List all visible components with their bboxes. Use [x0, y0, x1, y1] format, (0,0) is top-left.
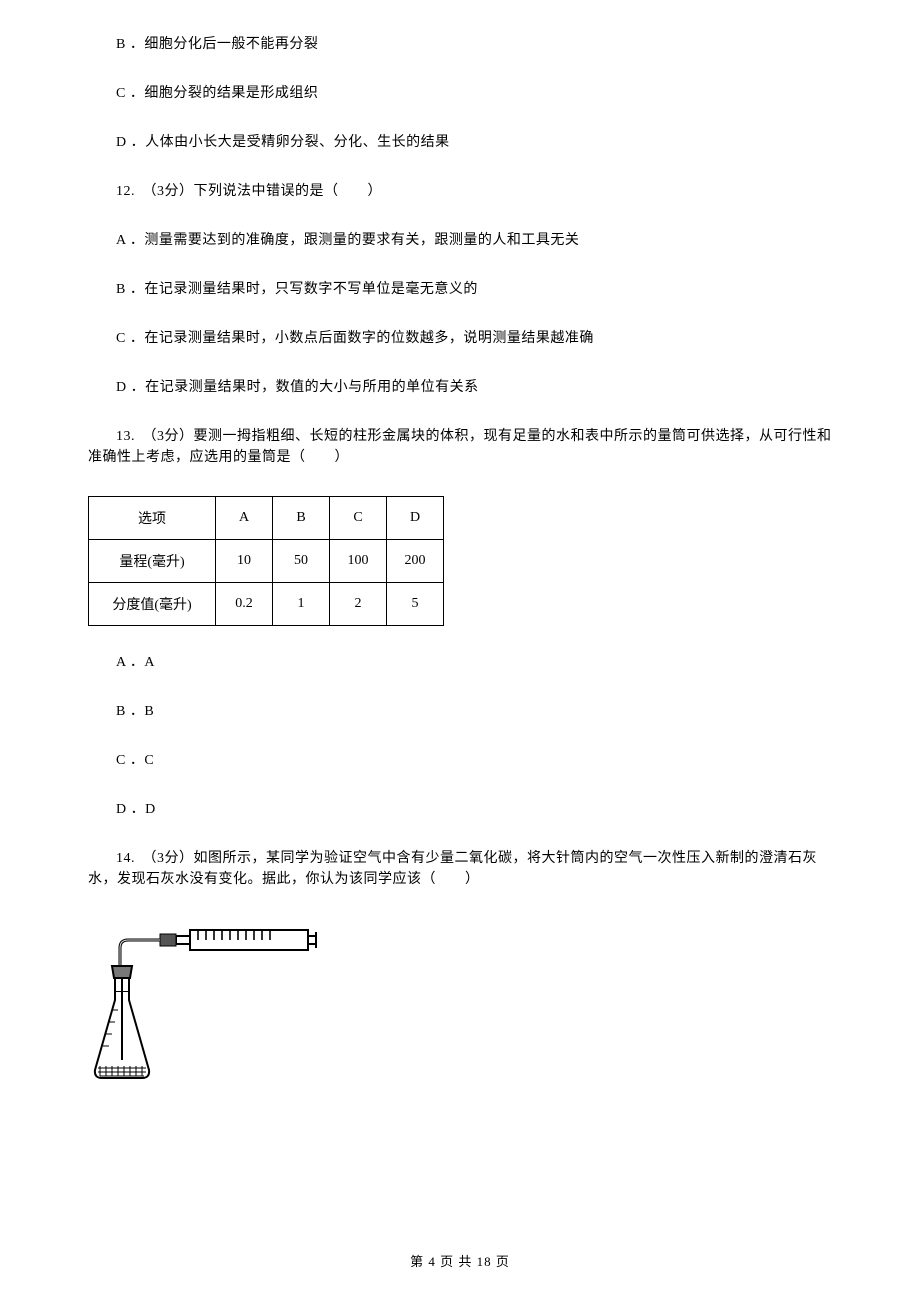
table-header-cell: A [216, 497, 273, 540]
table-header-cell: D [387, 497, 444, 540]
table-cell: 1 [273, 583, 330, 626]
q13-stem: 13. （3分）要测一拇指粗细、长短的柱形金属块的体积，现有足量的水和表中所示的… [88, 426, 832, 468]
document-page: B ．细胞分化后一般不能再分裂 C ．细胞分裂的结果是形成组织 D ．人体由小长… [0, 0, 920, 1302]
q12-option-b: B ．在记录测量结果时，只写数字不写单位是毫无意义的 [88, 279, 832, 300]
table-cell: 0.2 [216, 583, 273, 626]
q11-option-b: B ．细胞分化后一般不能再分裂 [88, 34, 832, 55]
q13-option-d: D ．D [88, 799, 832, 820]
q13-option-c: C ．C [88, 750, 832, 771]
table-header-row: 选项 A B C D [89, 497, 444, 540]
q13-option-b: B ．B [88, 701, 832, 722]
q14-stem: 14. （3分）如图所示，某同学为验证空气中含有少量二氧化碳，将大针筒内的空气一… [88, 848, 832, 890]
table-header-cell: B [273, 497, 330, 540]
table-cell: 50 [273, 540, 330, 583]
syringe-flask-diagram-icon [92, 918, 320, 1088]
page-footer: 第 4 页 共 18 页 [0, 1251, 920, 1270]
table-cell: 10 [216, 540, 273, 583]
table-row: 量程(毫升) 10 50 100 200 [89, 540, 444, 583]
q13-table: 选项 A B C D 量程(毫升) 10 50 100 200 分度值(毫升) … [88, 496, 444, 626]
table-header-cell: 选项 [89, 497, 216, 540]
table-cell: 200 [387, 540, 444, 583]
q12-option-d: D ．在记录测量结果时，数值的大小与所用的单位有关系 [88, 377, 832, 398]
q11-option-d: D ．人体由小长大是受精卵分裂、分化、生长的结果 [88, 132, 832, 153]
table-cell: 5 [387, 583, 444, 626]
q14-figure [92, 918, 832, 1093]
q12-option-a: A ．测量需要达到的准确度，跟测量的要求有关，跟测量的人和工具无关 [88, 230, 832, 251]
q13-option-a: A ．A [88, 652, 832, 673]
table-cell-label: 分度值(毫升) [89, 583, 216, 626]
q11-option-c: C ．细胞分裂的结果是形成组织 [88, 83, 832, 104]
q12-option-c: C ．在记录测量结果时，小数点后面数字的位数越多，说明测量结果越准确 [88, 328, 832, 349]
table-row: 分度值(毫升) 0.2 1 2 5 [89, 583, 444, 626]
table-cell: 100 [330, 540, 387, 583]
table-header-cell: C [330, 497, 387, 540]
table-cell-label: 量程(毫升) [89, 540, 216, 583]
q12-stem: 12. （3分）下列说法中错误的是（ ） [88, 181, 832, 202]
table-cell: 2 [330, 583, 387, 626]
